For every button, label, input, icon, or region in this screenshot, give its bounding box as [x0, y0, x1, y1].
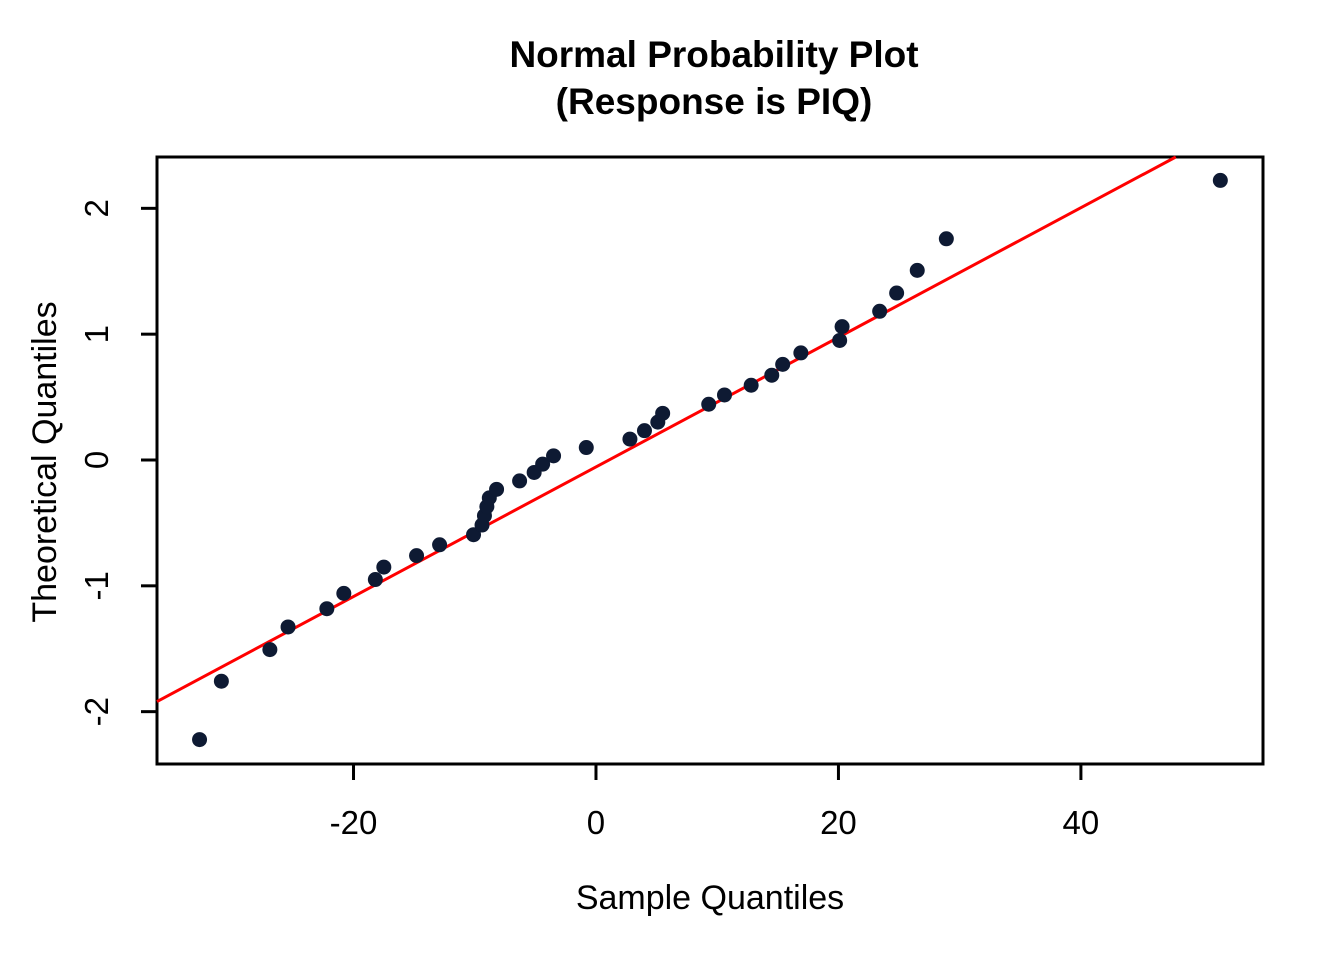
data-point: [466, 527, 482, 543]
y-axis-label: Theoretical Quantiles: [26, 301, 64, 622]
x-tick-label: 20: [820, 804, 857, 841]
tick-labels: -20 0 20 40 -2 -1 0 1 2: [78, 199, 1099, 841]
data-points: [192, 172, 1228, 748]
data-point: [432, 537, 448, 553]
data-point: [546, 448, 562, 464]
data-point: [938, 231, 954, 247]
y-tick-label: 0: [78, 451, 115, 469]
data-point: [909, 262, 925, 278]
data-point: [743, 377, 759, 393]
data-point: [872, 303, 888, 319]
data-point: [319, 601, 335, 617]
data-point: [262, 642, 278, 658]
data-point: [376, 559, 392, 575]
data-point: [535, 456, 551, 472]
x-tick-label: 0: [587, 804, 605, 841]
y-tick-label: 2: [78, 199, 115, 217]
data-point: [280, 619, 296, 635]
data-point: [512, 473, 528, 489]
data-point: [1212, 172, 1228, 188]
data-point: [889, 285, 905, 301]
data-point: [775, 356, 791, 372]
data-point: [655, 405, 671, 421]
data-point: [636, 423, 652, 439]
y-tick-label: -2: [78, 697, 115, 726]
x-tick-label: -20: [330, 804, 378, 841]
data-point: [764, 367, 780, 383]
data-point: [213, 673, 229, 689]
data-point: [192, 732, 208, 748]
data-point: [793, 345, 809, 361]
x-axis-label: Sample Quantiles: [576, 879, 844, 917]
plot-title-line1: Normal Probability Plot: [509, 34, 918, 75]
data-point: [834, 319, 850, 335]
plot-border: [155, 155, 1265, 766]
data-point: [701, 396, 717, 412]
reference-line: [156, 155, 1177, 703]
plot-title-line2: (Response is PIQ): [556, 81, 873, 122]
data-point: [622, 431, 638, 447]
data-point: [578, 440, 594, 456]
data-point: [832, 332, 848, 348]
x-tick-label: 40: [1063, 804, 1100, 841]
y-tick-label: 1: [78, 325, 115, 343]
data-point: [489, 481, 505, 497]
axis-ticks: [141, 206, 1083, 780]
data-point: [409, 548, 425, 564]
data-point: [367, 572, 383, 588]
data-point: [716, 387, 732, 403]
y-tick-label: -1: [78, 571, 115, 600]
data-point: [336, 585, 352, 601]
